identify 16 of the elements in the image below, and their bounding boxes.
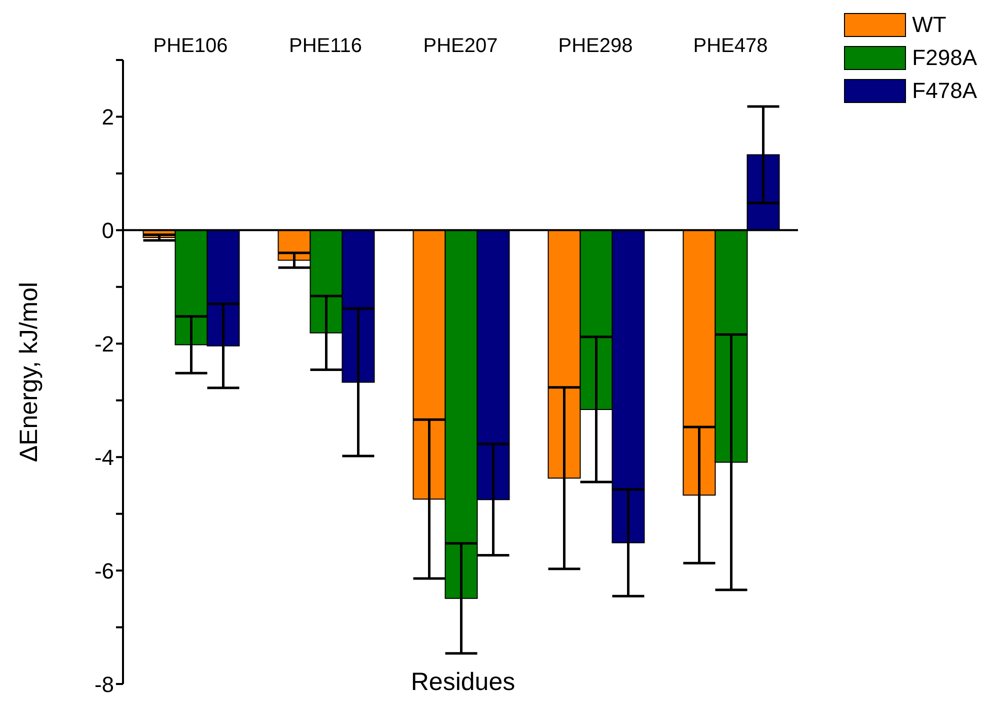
legend-label: F298A <box>912 44 977 70</box>
y-tick-label: -4 <box>94 444 114 470</box>
legend-label: WT <box>912 12 946 38</box>
x-tick-label: PHE207 <box>423 35 498 57</box>
y-tick-label: 2 <box>102 104 114 130</box>
legend-label: F478A <box>912 78 977 104</box>
y-tick-label: -8 <box>94 672 114 697</box>
x-tick-label: PHE106 <box>153 35 228 57</box>
x-tick-label: PHE478 <box>693 35 768 57</box>
y-axis-title: ΔEnergy, kJ/mol <box>14 282 43 462</box>
x-tick-label: PHE116 <box>288 35 362 57</box>
x-axis-title: Residues <box>410 668 516 697</box>
x-tick-label: PHE298 <box>558 35 633 57</box>
y-tick-label: -2 <box>94 331 114 356</box>
y-tick-label: 0 <box>102 218 114 243</box>
y-tick-label: -6 <box>94 558 114 584</box>
